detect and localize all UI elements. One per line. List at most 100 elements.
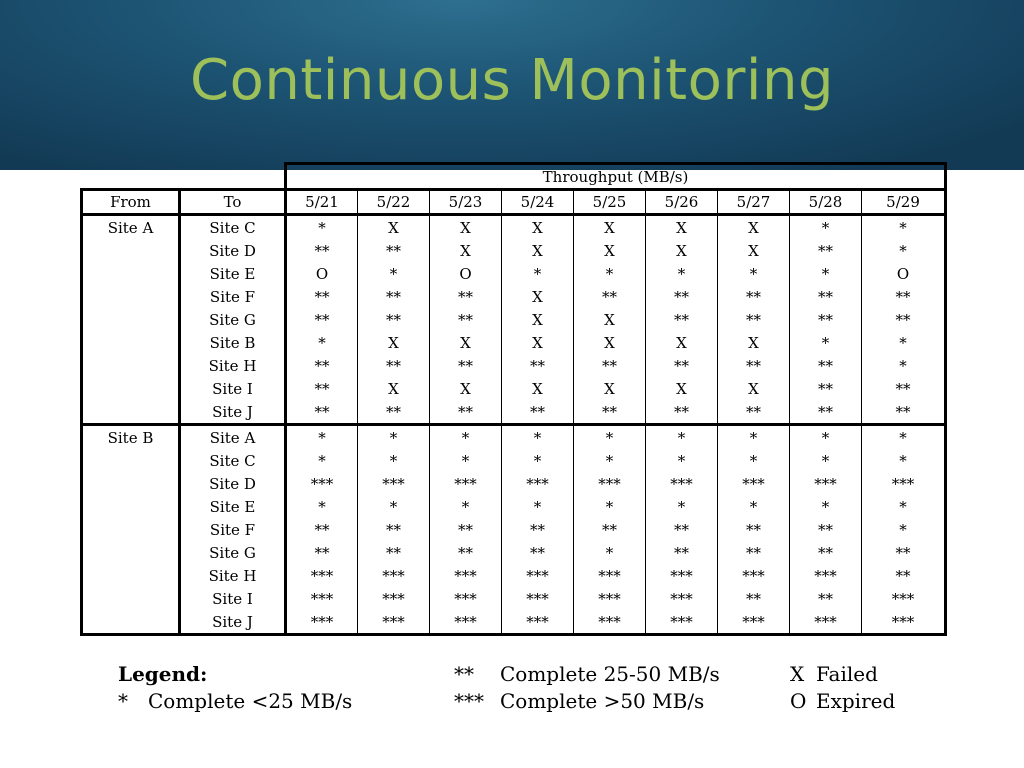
status-cell: * [860, 239, 948, 262]
status-cell: O [860, 262, 948, 285]
to-site-cell: Site I [179, 587, 287, 610]
status-cell: ** [645, 354, 718, 377]
date-header: 5/28 [789, 188, 862, 216]
date-header: 5/27 [717, 188, 790, 216]
status-cell: ** [357, 239, 430, 262]
status-cell: * [789, 423, 862, 449]
status-cell: * [573, 449, 646, 472]
status-cell: *** [285, 610, 358, 636]
to-site-cell: Site E [179, 495, 287, 518]
from-empty-cell [80, 400, 181, 425]
from-empty-cell [80, 354, 181, 377]
status-cell: *** [860, 587, 948, 610]
status-cell: *** [501, 610, 574, 636]
status-cell: *** [357, 587, 430, 610]
status-cell: ** [573, 354, 646, 377]
status-cell: ** [357, 518, 430, 541]
to-site-cell: Site E [179, 262, 287, 285]
status-cell: X [573, 308, 646, 331]
status-cell: *** [789, 610, 862, 636]
status-cell: *** [429, 472, 502, 495]
status-cell: * [318, 333, 326, 352]
status-cell: * [573, 541, 646, 564]
to-site-cell: Site H [179, 564, 287, 587]
status-cell: ** [429, 285, 502, 308]
status-cell: X [717, 331, 790, 354]
status-cell: * [573, 423, 646, 449]
status-cell: *** [573, 472, 646, 495]
from-empty-cell [80, 495, 181, 518]
status-cell: ** [314, 241, 330, 260]
legend-text: Failed [816, 662, 878, 686]
status-cell: *** [717, 564, 790, 587]
status-cell: ** [645, 400, 718, 425]
status-cell: * [789, 449, 862, 472]
status-cell: ** [645, 285, 718, 308]
status-cell: ** [573, 518, 646, 541]
status-cell: *** [860, 610, 948, 636]
status-cell: X [573, 213, 646, 239]
legend-text: Complete <25 MB/s [148, 689, 353, 713]
status-cell: ** [789, 285, 862, 308]
to-site-cell: Site C [179, 213, 287, 239]
legend-text: Complete >50 MB/s [500, 689, 705, 713]
status-cell: X [429, 239, 502, 262]
status-cell: ** [860, 400, 948, 425]
status-cell: * [645, 495, 718, 518]
table-group-header-row: Throughput (MB/s) [82, 162, 948, 190]
status-cell: ** [860, 308, 948, 331]
status-cell: * [860, 449, 948, 472]
status-cell: ** [789, 239, 862, 262]
status-cell: X [573, 239, 646, 262]
table-row: Site G ** ** ** X X ** ** ** ** [80, 308, 948, 331]
legend-symbol: *** [454, 689, 484, 713]
status-cell: *** [501, 472, 574, 495]
status-cell: *** [429, 587, 502, 610]
status-cell: * [429, 449, 502, 472]
status-cell: *** [789, 472, 862, 495]
from-empty-cell [80, 472, 181, 495]
status-cell: * [318, 451, 326, 470]
status-cell: *** [357, 564, 430, 587]
status-cell: *** [357, 610, 430, 636]
legend-row-2: * Complete <25 MB/s *** Complete >50 MB/… [118, 689, 938, 716]
status-cell: *** [645, 564, 718, 587]
legend-text: Complete 25-50 MB/s [500, 662, 720, 686]
throughput-header: Throughput (MB/s) [283, 162, 948, 190]
legend-symbol: ** [454, 662, 474, 686]
status-cell: ** [429, 354, 502, 377]
from-site-cell: Site A [80, 213, 181, 239]
status-cell: * [860, 354, 948, 377]
title-banner [0, 0, 1024, 170]
status-cell: * [860, 495, 948, 518]
status-cell: ** [314, 402, 330, 421]
status-cell: ** [357, 285, 430, 308]
status-cell: ** [645, 518, 718, 541]
status-cell: * [318, 497, 326, 516]
table-row: Site H *** *** *** *** *** *** *** *** ** [80, 564, 948, 587]
to-site-cell: Site C [179, 449, 287, 472]
date-header: 5/24 [501, 188, 574, 216]
status-cell: * [357, 449, 430, 472]
table-row: Site I *** *** *** *** *** *** ** ** *** [80, 587, 948, 610]
status-cell: ** [501, 518, 574, 541]
status-cell: ** [314, 520, 330, 539]
status-cell: * [285, 423, 358, 449]
to-site-cell: Site F [179, 285, 287, 308]
from-empty-cell [80, 564, 181, 587]
status-cell: * [501, 423, 574, 449]
status-cell: * [789, 331, 862, 354]
status-cell: ** [314, 356, 330, 375]
status-cell: * [429, 495, 502, 518]
status-cell: ** [645, 541, 718, 564]
to-site-cell: Site G [179, 308, 287, 331]
status-cell: * [860, 518, 948, 541]
date-header: 5/25 [573, 188, 646, 216]
status-cell: *** [789, 564, 862, 587]
status-cell: ** [860, 377, 948, 400]
status-cell: ** [717, 541, 790, 564]
from-empty-cell [80, 587, 181, 610]
status-cell: X [357, 331, 430, 354]
status-cell: ** [789, 400, 862, 425]
status-cell: * [357, 495, 430, 518]
